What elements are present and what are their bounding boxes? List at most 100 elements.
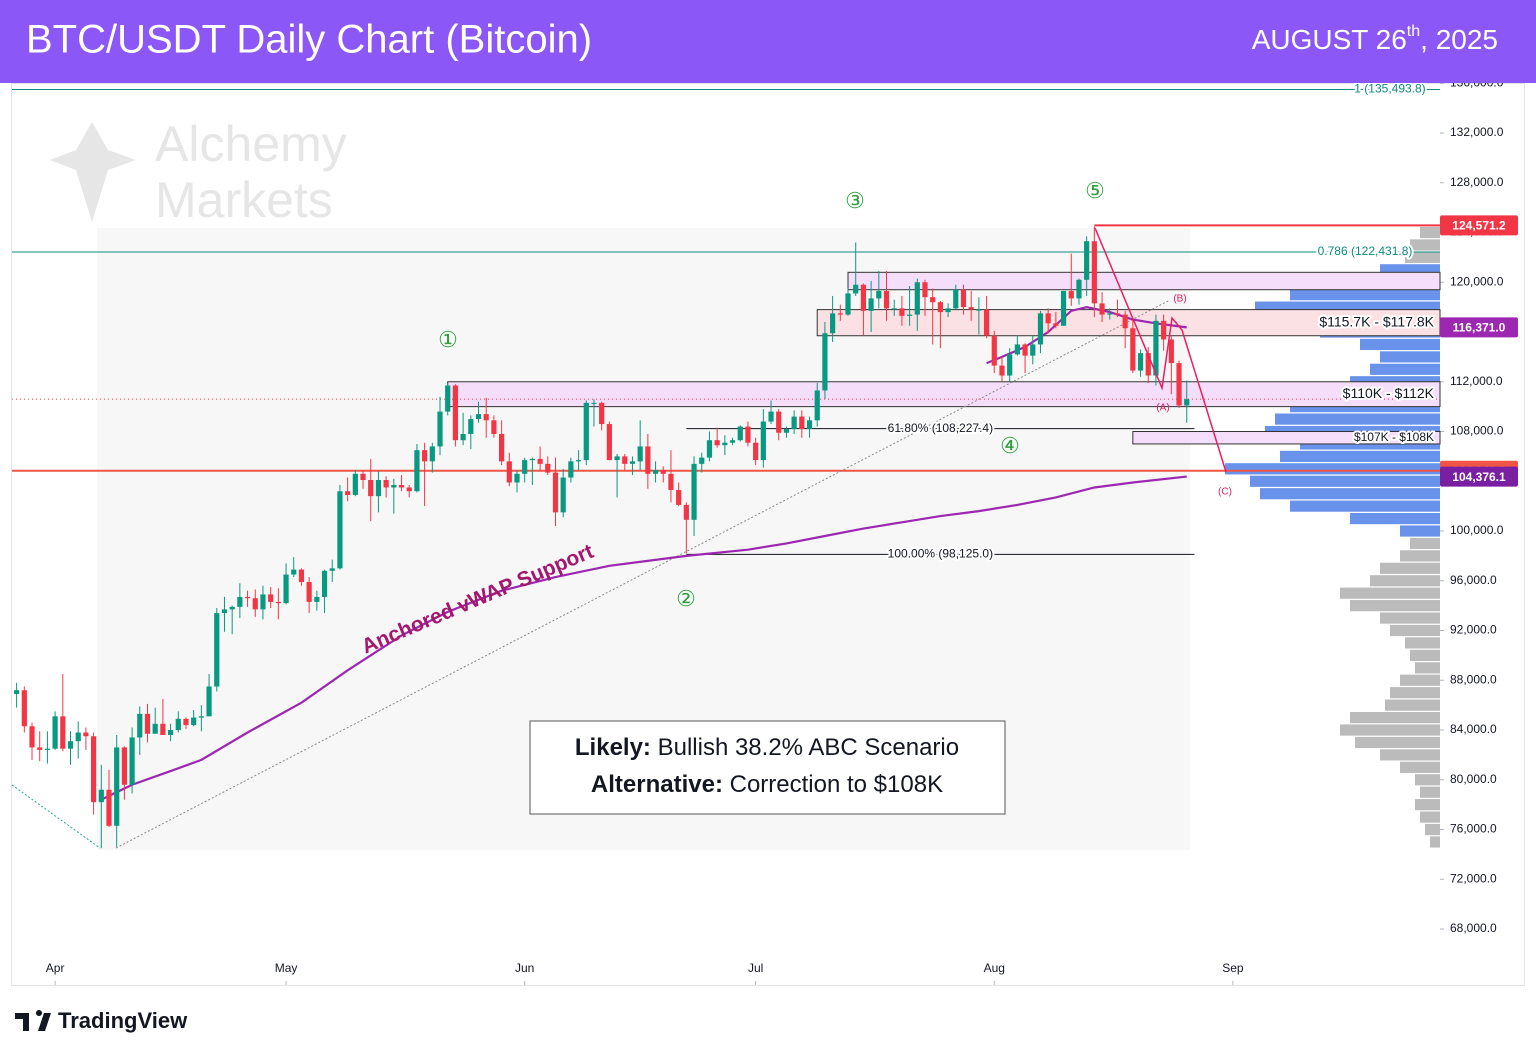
date-sup: th	[1407, 23, 1420, 40]
candle-body	[907, 314, 913, 316]
volume-profile-bar	[1370, 575, 1440, 587]
candle-body	[868, 298, 874, 311]
volume-profile-bar	[1430, 836, 1440, 848]
candle-body	[314, 596, 320, 602]
candle-body	[953, 289, 959, 309]
volume-profile-bar	[1415, 662, 1440, 674]
price-tag	[1440, 215, 1518, 236]
volume-profile-bar	[1400, 674, 1440, 686]
candle-body	[375, 480, 382, 497]
candle-body	[1145, 353, 1151, 376]
y-tick-label: 88,000.0	[1450, 672, 1497, 686]
candle-body	[137, 713, 143, 738]
candle-body	[144, 713, 151, 734]
candle-body	[121, 747, 127, 785]
volume-profile-bar	[1420, 811, 1440, 823]
candle-body	[414, 450, 420, 492]
candle-body	[44, 748, 51, 750]
candle-body	[1168, 339, 1174, 364]
candle-body	[853, 284, 859, 294]
candle-body	[845, 293, 851, 315]
candle-body	[1076, 279, 1082, 299]
candle-body	[760, 421, 766, 461]
candle-body	[806, 420, 813, 430]
volume-profile-bar	[1405, 251, 1440, 263]
volume-profile-bar	[1290, 289, 1440, 301]
candle-body	[660, 470, 666, 474]
candle-body	[676, 489, 682, 505]
volume-profile-bar	[1385, 699, 1440, 711]
candle-body	[1091, 241, 1097, 304]
candle-body	[860, 284, 867, 311]
candle-body	[1161, 320, 1167, 340]
candle-body	[837, 313, 843, 315]
candle-body	[814, 390, 820, 421]
candle-body	[237, 596, 243, 607]
y-tick-label: 72,000.0	[1450, 871, 1497, 885]
watermark-text: Alchemy	[155, 116, 347, 172]
candle-body	[729, 440, 736, 443]
fib-label: 1 (135,493.8)	[1354, 82, 1425, 96]
abc-projection	[1094, 227, 1227, 473]
volume-profile-bar	[1415, 774, 1440, 786]
candle-body	[552, 472, 559, 513]
x-tick-label: Apr	[46, 961, 65, 975]
candle-body	[545, 463, 551, 473]
candle-body	[652, 470, 659, 474]
candle-body	[983, 309, 990, 336]
candle-body	[799, 416, 805, 430]
candle-body	[83, 732, 89, 737]
candle-body	[1037, 313, 1044, 345]
price-tag-label: 124,571.2	[1452, 219, 1506, 233]
volume-profile-bar	[1410, 239, 1440, 251]
candle-body	[175, 718, 181, 731]
candle-body	[599, 402, 605, 425]
candle-body	[1122, 314, 1128, 329]
indicator-line	[100, 475, 1187, 801]
volume-profile-bar	[1225, 463, 1440, 475]
candle-body	[345, 491, 351, 495]
volume-profile-bar	[1400, 525, 1440, 537]
x-tick-label: Jun	[515, 961, 534, 975]
candle-body	[991, 335, 997, 366]
candle-body	[1153, 320, 1159, 376]
candle-body	[960, 289, 967, 308]
candle-body	[691, 463, 697, 520]
candle-body	[583, 402, 589, 461]
candle-body	[791, 416, 797, 430]
candle-body	[14, 690, 20, 694]
candle-body	[167, 730, 174, 735]
candle-body	[783, 429, 790, 433]
zone	[847, 271, 1441, 291]
candle-body	[1045, 313, 1051, 324]
price-tag-label: 116,371.0	[1453, 321, 1506, 335]
volume-profile-bar	[1410, 537, 1440, 550]
candle-body	[499, 433, 505, 462]
indicator-line	[986, 305, 1187, 365]
candle-body	[968, 307, 974, 310]
date-rest: , 2025	[1420, 24, 1498, 55]
candle-body	[406, 487, 412, 492]
candle-body	[475, 414, 482, 420]
y-tick-label: 128,000.0	[1450, 175, 1504, 189]
candle-body	[1137, 353, 1144, 371]
candle-body	[214, 613, 220, 687]
header-date: AUGUST 26th, 2025	[1252, 23, 1498, 55]
volume-profile-bar	[1340, 587, 1440, 599]
candle-body	[29, 726, 35, 748]
volume-profile-bar	[1410, 649, 1440, 661]
candle-body	[491, 420, 497, 434]
candle-body	[1130, 328, 1136, 371]
watermark-logo	[50, 122, 136, 222]
volume-profile-bar	[1380, 612, 1440, 624]
candle-body	[1184, 399, 1190, 406]
candle-body	[1084, 241, 1090, 280]
candle-body	[352, 473, 358, 495]
volume-profile-bar	[1380, 749, 1440, 761]
scenario-key: Likely:	[575, 734, 651, 761]
candle-body	[191, 717, 197, 726]
volume-profile-bar	[1350, 600, 1440, 612]
candle-body	[1068, 290, 1074, 299]
candle-body	[637, 446, 643, 462]
